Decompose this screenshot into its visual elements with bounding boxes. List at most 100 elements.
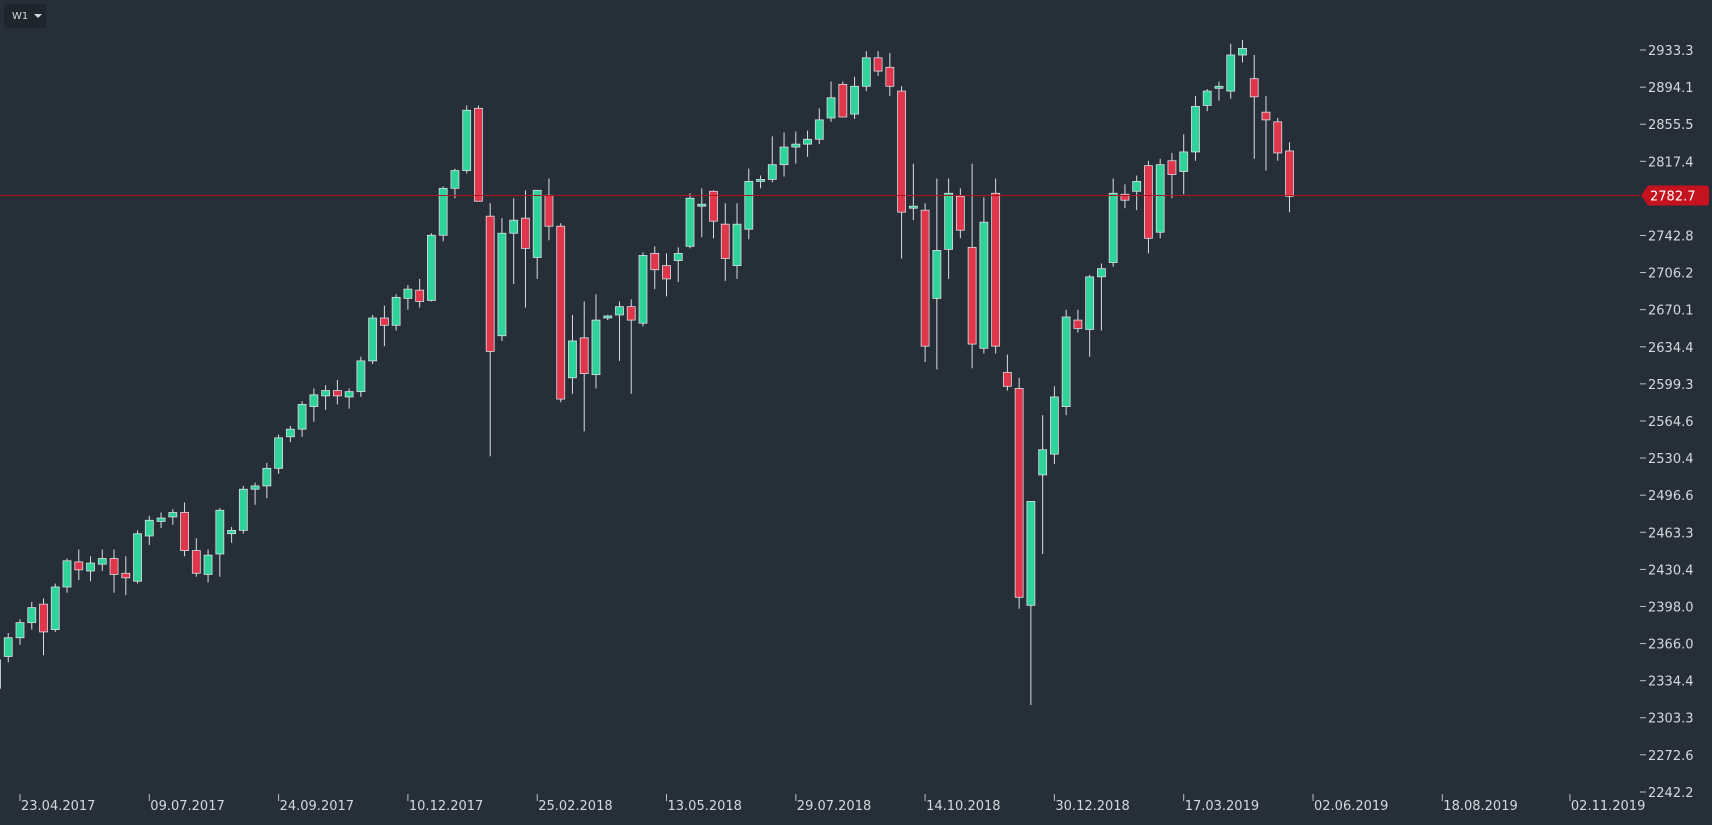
candle [662, 253, 671, 297]
candle [1261, 95, 1271, 171]
candle-body-bear [474, 107, 483, 202]
price-tick-label: 2334.4 [1648, 675, 1694, 690]
candle-body-bull [1226, 54, 1236, 92]
candle-body-bull [1179, 151, 1189, 172]
candle-body-bull [203, 554, 213, 575]
candle-body-bull [932, 249, 942, 299]
candle [709, 190, 718, 239]
candle-body-bear [1167, 160, 1177, 175]
candle [779, 132, 789, 177]
candle [285, 425, 295, 443]
candle [1026, 500, 1036, 705]
candle [474, 105, 483, 202]
candle [109, 549, 119, 593]
candle [591, 294, 601, 389]
candle [321, 385, 331, 410]
candle-body-bull [756, 179, 765, 182]
candle [309, 388, 319, 422]
timeframe-label: W1 [12, 10, 29, 22]
candle [838, 81, 848, 118]
candle-body-bull [450, 170, 460, 189]
current-price-marker: 2782.7 [0, 185, 1709, 206]
candle-body-bull [1085, 276, 1095, 330]
price-tick-label: 2530.4 [1648, 452, 1694, 467]
candle [332, 379, 342, 405]
timeframe-selector[interactable]: W1 [4, 4, 46, 28]
candle-body-bull [744, 181, 754, 230]
candle-body-bull [509, 219, 519, 234]
candle [1085, 274, 1095, 357]
candle [1038, 415, 1048, 554]
candle [39, 598, 48, 656]
candle-body-bull [1050, 396, 1059, 455]
candle-body-bull [591, 319, 601, 376]
candle-body-bull [368, 317, 378, 362]
candle-body-bull [861, 57, 871, 87]
candle-body-bull [532, 189, 542, 258]
candle [720, 203, 730, 281]
current-price-tag [1641, 185, 1709, 206]
candle [1191, 95, 1200, 161]
price-tick-label: 2670.1 [1648, 304, 1694, 319]
candle-body-bear [720, 223, 730, 259]
candle [262, 462, 272, 499]
candle-body-bull [403, 288, 413, 299]
price-tick-label: 2242.2 [1648, 786, 1694, 801]
candle-body-bull [1238, 47, 1247, 56]
candle [62, 558, 72, 593]
price-tick-label: 2817.4 [1648, 155, 1694, 170]
time-tick-label: 13.05.2018 [668, 799, 742, 814]
candle-body-bull [568, 340, 577, 379]
candle-body-bull [356, 360, 366, 393]
price-axis[interactable]: 2933.3 2894.1 2855.5 2817.4 2742.8 2706.2 2670… [1640, 44, 1694, 801]
candle [344, 388, 354, 409]
candle [697, 188, 707, 238]
candle-body-bear [967, 246, 977, 345]
candle-body-bull [86, 562, 95, 572]
current-price-label: 2782.7 [1650, 190, 1696, 205]
candle-body-bull [297, 404, 307, 430]
candle-body-bear [544, 194, 554, 227]
candle-body-bull [697, 203, 707, 207]
candle-body-bull [309, 394, 319, 407]
candle [1249, 54, 1259, 159]
candle [368, 314, 378, 365]
candle [438, 186, 448, 242]
candle-body-bull [1202, 90, 1212, 106]
candle [756, 175, 765, 189]
price-tick-label: 2564.6 [1648, 415, 1694, 430]
candle [850, 76, 859, 119]
candle-body-bear [626, 306, 636, 321]
candle-body-bull [250, 485, 260, 490]
candle-body-bull [850, 85, 859, 115]
price-tick-label: 2463.3 [1648, 526, 1694, 541]
candle [1073, 309, 1083, 333]
price-tick-label: 2430.4 [1648, 563, 1694, 578]
candle-body-bull [1097, 268, 1106, 278]
candle [544, 178, 554, 241]
candle-body-bull [615, 306, 624, 316]
candle [1214, 81, 1224, 101]
candle [1167, 152, 1177, 199]
candle-body-bear [1261, 111, 1271, 121]
time-tick-label: 23.04.2017 [21, 799, 95, 814]
candle [967, 163, 977, 369]
candle [1285, 142, 1294, 213]
candle-body-bear [650, 253, 660, 271]
candle-body-bull [1214, 85, 1224, 89]
candle [673, 247, 683, 282]
price-tick-label: 2706.2 [1648, 267, 1694, 282]
candle [885, 53, 895, 96]
candle [1273, 117, 1283, 161]
candle-body-bull [803, 138, 812, 145]
time-axis[interactable]: 23.04.2017 09.07.2017 24.09.2017 10.12.2017… [19, 794, 1645, 814]
candle [568, 314, 577, 394]
candle-body-bear [180, 512, 189, 552]
candle-body-bull [1132, 181, 1142, 192]
candle-body-bear [838, 83, 848, 118]
candle-body-bull [826, 97, 836, 119]
candle [603, 314, 613, 321]
candle [1108, 178, 1118, 267]
candle-body-bull [3, 637, 13, 657]
